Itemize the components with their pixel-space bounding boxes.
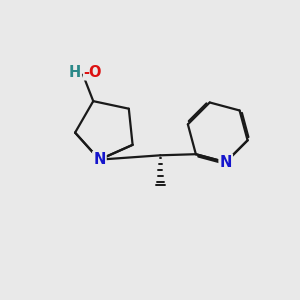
Text: H: H <box>68 65 81 80</box>
Text: N: N <box>220 155 232 170</box>
Text: -O: -O <box>83 65 102 80</box>
Text: N: N <box>93 152 106 167</box>
